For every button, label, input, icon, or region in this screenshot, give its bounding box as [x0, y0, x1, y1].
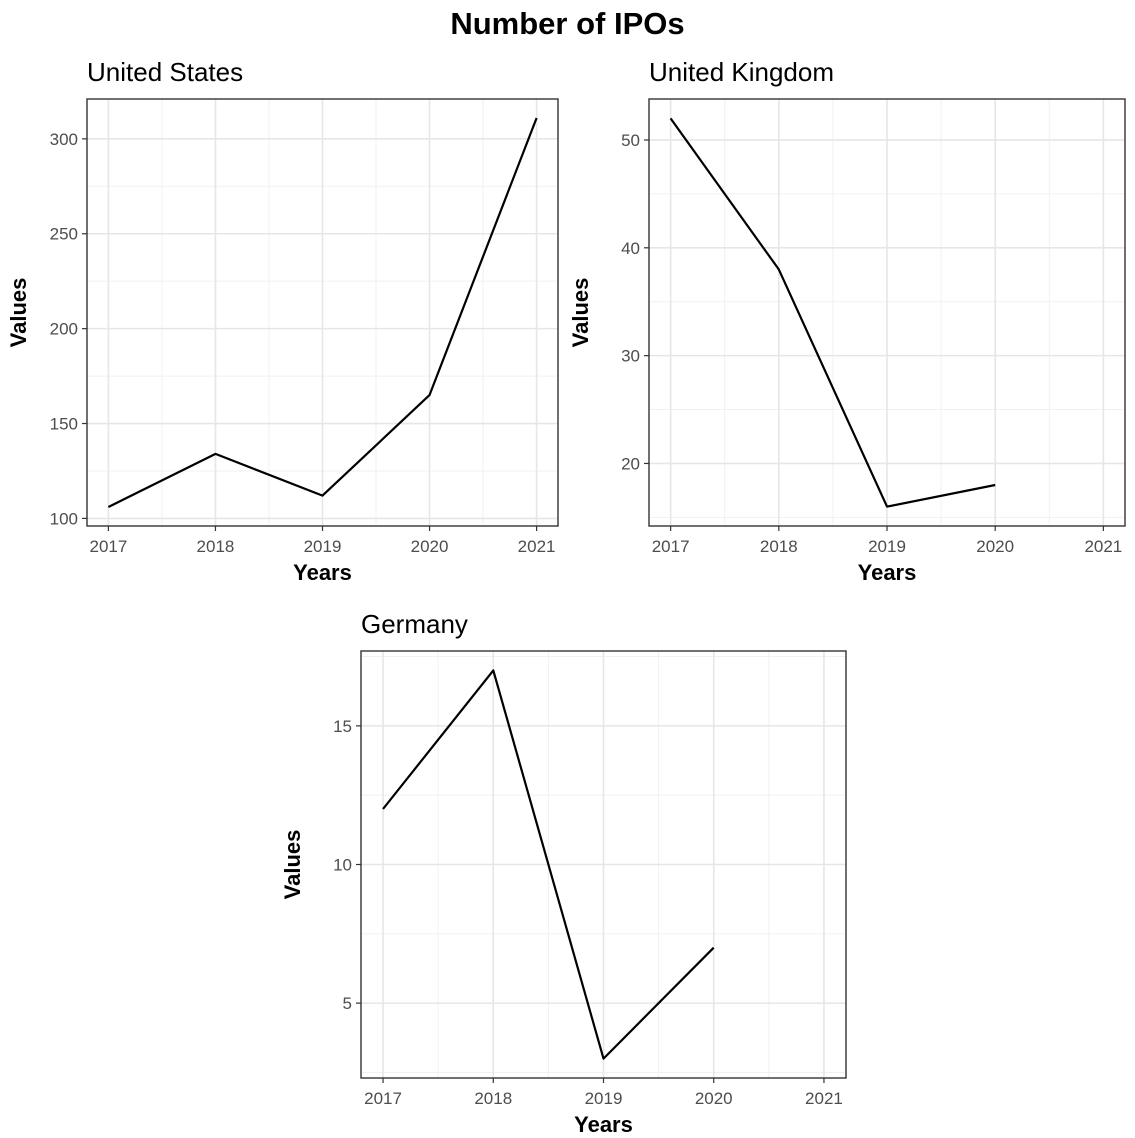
x-tick-label: 2021 [518, 537, 556, 556]
x-tick-label: 2018 [197, 537, 235, 556]
y-tick-label: 100 [50, 509, 78, 528]
y-tick-label: 40 [621, 239, 640, 258]
x-tick-label: 2020 [695, 1089, 733, 1108]
x-axis-label: Years [293, 560, 352, 585]
x-axis-label: Years [858, 560, 917, 585]
x-tick-label: 2017 [364, 1089, 402, 1108]
panel-title: United Kingdom [649, 57, 834, 87]
series-line [382, 669, 715, 1060]
panel-title: United States [87, 57, 243, 87]
panel-1: 2017 2018 2019 2020 2021 100 150 200 250 300 Unite… [6, 57, 559, 585]
x-tick-label: 2020 [411, 537, 449, 556]
y-tick-label: 10 [333, 856, 352, 875]
x-tick-label: 2018 [760, 537, 798, 556]
x-axis-label: Years [574, 1112, 633, 1137]
x-tick-label: 2021 [805, 1089, 843, 1108]
y-tick-label: 30 [621, 347, 640, 366]
x-tick-label: 2017 [652, 537, 690, 556]
x-tick-label: 2018 [474, 1089, 512, 1108]
x-tick-label: 2021 [1084, 537, 1122, 556]
y-tick-label: 20 [621, 454, 640, 473]
y-axis-label: Values [6, 278, 31, 348]
x-tick-label: 2017 [89, 537, 127, 556]
y-axis-label: Values [280, 830, 305, 900]
y-tick-label: 300 [50, 130, 78, 149]
panel-3: 2017 2018 2019 2020 2021 5 10 15 Germany Years Val… [280, 609, 847, 1137]
y-tick-label: 50 [621, 131, 640, 150]
x-tick-label: 2019 [868, 537, 906, 556]
y-tick-label: 5 [343, 994, 352, 1013]
series-line [669, 117, 996, 508]
y-axis-label: Values [568, 278, 593, 348]
y-tick-label: 15 [333, 717, 352, 736]
series-line [107, 117, 538, 508]
x-tick-label: 2019 [304, 537, 342, 556]
main-title: Number of IPOs [450, 6, 685, 41]
panel-title: Germany [361, 609, 468, 639]
panel-2: 2017 2018 2019 2020 2021 20 30 40 50 United Kingd… [568, 57, 1126, 585]
x-tick-label: 2019 [585, 1089, 623, 1108]
y-tick-label: 200 [50, 320, 78, 339]
y-tick-label: 150 [50, 415, 78, 434]
y-tick-label: 250 [50, 225, 78, 244]
x-tick-label: 2020 [976, 537, 1014, 556]
